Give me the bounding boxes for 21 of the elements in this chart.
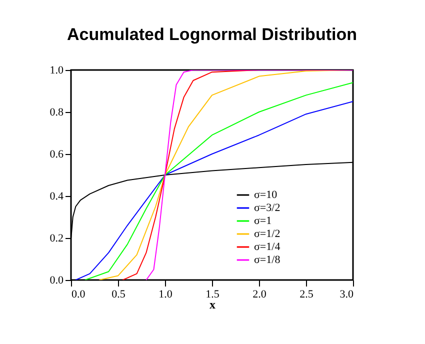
x-tick-label: 2.0 <box>252 288 267 300</box>
y-tick-label: 0.6 <box>50 148 64 160</box>
x-axis-title: x <box>210 298 216 312</box>
y-tick-label: 0.8 <box>50 106 64 118</box>
legend-label: σ=3/2 <box>254 202 280 214</box>
y-tick-label: 0.4 <box>50 190 64 202</box>
legend-label: σ=10 <box>254 189 278 201</box>
x-tick-label: 2.5 <box>300 288 314 300</box>
y-tick-label: 1.0 <box>50 64 64 76</box>
legend-label: σ=1/2 <box>254 228 280 240</box>
chart-title: Acumulated Lognormal Distribution <box>67 25 357 44</box>
x-tick-label: 0.0 <box>72 288 86 300</box>
x-tick-label: 1.0 <box>158 288 173 300</box>
y-tick-label: 0.0 <box>50 274 64 286</box>
x-tick-label: 3.0 <box>340 288 354 300</box>
legend-label: σ=1/4 <box>254 241 281 253</box>
x-tick-label: 0.5 <box>112 288 126 300</box>
x-tick-label: 1.5 <box>206 288 220 300</box>
y-tick-label: 0.2 <box>50 232 64 244</box>
legend-label: σ=1 <box>254 215 272 227</box>
legend-label: σ=1/8 <box>254 254 281 266</box>
